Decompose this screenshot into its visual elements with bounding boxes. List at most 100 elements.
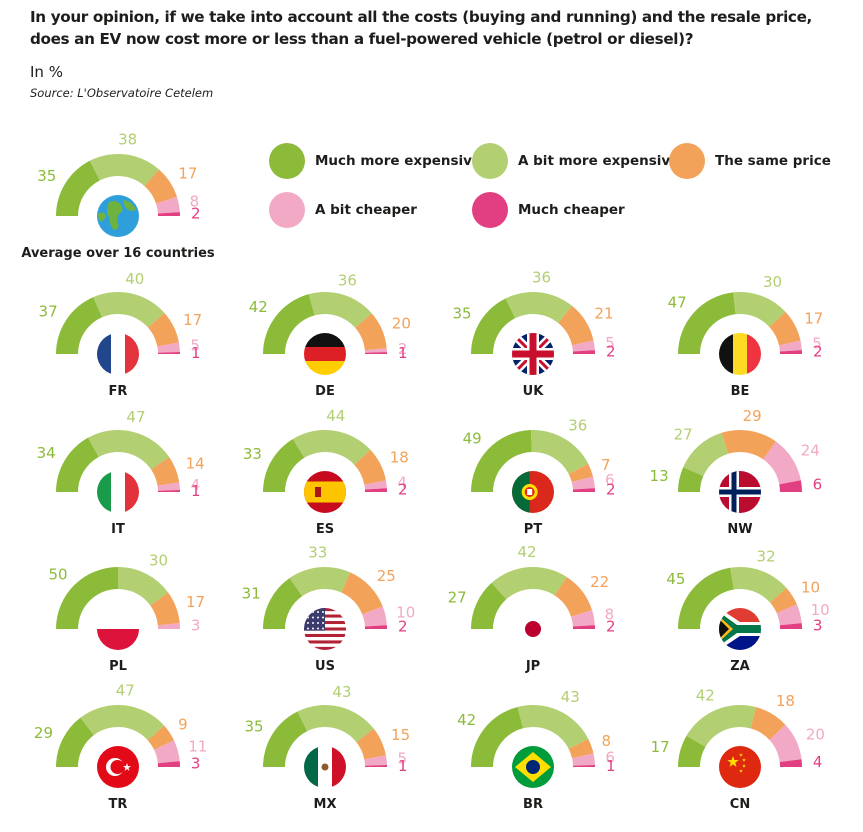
value-label-much-cheaper: 2	[606, 481, 616, 499]
gauge-segment-bit-more	[292, 430, 371, 465]
gauge-segment-bit-more	[505, 292, 573, 323]
value-label-much-cheaper: 1	[606, 757, 616, 775]
gauge-segment-bit-cheaper	[763, 441, 801, 485]
value-label-bit-cheaper: 5	[605, 334, 615, 352]
legend-swatch	[669, 143, 705, 179]
gauge-segment-bit-more	[93, 292, 165, 328]
gauge-segment-same	[150, 592, 180, 626]
value-label-bit-more: 30	[763, 273, 782, 291]
value-label-bit-cheaper: 24	[801, 441, 820, 459]
legend-item-bit-cheaper: A bit cheaper	[269, 192, 417, 228]
value-label-same: 18	[776, 692, 795, 710]
gauge-segment-bit-more	[297, 705, 374, 743]
value-label-much-more: 42	[249, 298, 268, 316]
gauge-pt: 49 36 762 PT	[463, 417, 616, 537]
gauge-segment-much-cheaper	[157, 761, 180, 767]
gauge-segment-bit-more	[118, 567, 169, 606]
gauge-segment-much-cheaper	[157, 352, 180, 354]
gauge-segment-much-more	[56, 717, 94, 767]
value-label-bit-cheaper: 5	[398, 749, 408, 767]
value-label-much-more: 17	[651, 738, 670, 756]
gauge-segment-bit-cheaper	[572, 340, 595, 352]
value-label-bit-more: 33	[308, 543, 327, 561]
gauge-segment-same	[341, 572, 383, 615]
gauge-segment-much-more	[56, 437, 99, 492]
gauge-segment-much-more	[56, 160, 100, 216]
value-label-bit-cheaper: 10	[811, 601, 830, 619]
belgium-flag	[719, 333, 761, 375]
value-label-same: 15	[391, 726, 410, 744]
value-label-bit-more: 47	[126, 408, 145, 426]
gauge-segment-much-cheaper	[572, 765, 595, 767]
gauge-jp: 27 42 22 82 JP	[448, 543, 616, 674]
value-label-much-cheaper: 3	[191, 754, 201, 772]
gauge-segment-bit-cheaper	[157, 623, 180, 629]
gauge-segment-bit-more	[88, 429, 170, 470]
gauge-segment-bit-more	[289, 567, 351, 597]
gauge-label: Average over 16 countries	[21, 246, 215, 261]
value-label-much-cheaper: 6	[813, 476, 823, 494]
gauge-segment-bit-cheaper	[769, 724, 802, 763]
gauge-segment-much-cheaper	[157, 490, 180, 492]
value-label-much-more: 37	[39, 303, 58, 321]
value-label-bit-cheaper: 8	[605, 606, 615, 624]
gauge-segment-bit-cheaper	[157, 342, 180, 353]
gauge-segment-much-more	[56, 297, 103, 354]
gauge-label: MX	[314, 797, 337, 812]
value-label-bit-cheaper: 3	[191, 616, 201, 634]
value-label-bit-more: 32	[757, 548, 776, 566]
legend-item-much-cheaper: Much cheaper	[472, 192, 625, 228]
value-label-bit-more: 36	[532, 268, 551, 286]
gauge-label: DE	[315, 384, 335, 399]
gauge-segment-same	[356, 728, 386, 760]
gauge-label: NW	[727, 522, 752, 537]
gauge-segment-bit-more	[308, 291, 372, 328]
value-label-bit-more: 43	[561, 688, 580, 706]
legend-label: Much more expensive	[315, 153, 482, 169]
value-label-much-cheaper: 2	[813, 343, 823, 361]
gauge-segment-much-cheaper	[364, 765, 387, 767]
unit-label: In %	[30, 63, 63, 81]
gauge-label: CN	[730, 797, 750, 812]
gauge-uk: 35 36 21 52 UK	[452, 268, 615, 399]
gauge-label: US	[315, 659, 335, 674]
value-label-much-more: 29	[34, 724, 53, 742]
gauge-label: FR	[109, 384, 128, 399]
brazil-flag	[512, 746, 554, 788]
value-label-same: 17	[178, 165, 197, 183]
south-africa-flag	[719, 608, 761, 650]
value-label-much-cheaper: 4	[813, 753, 823, 771]
gauge-cn: 17 42 18 20 4 CN	[651, 687, 825, 812]
japan-flag	[512, 608, 554, 650]
gauge-segment-much-cheaper	[364, 352, 387, 354]
gauge-segment-bit-more	[531, 430, 589, 474]
gauge-segment-much-more	[56, 567, 118, 629]
gauge-label: BR	[523, 797, 543, 812]
gauge-segment-bit-cheaper	[364, 480, 387, 490]
gauge-segment-much-cheaper	[779, 350, 802, 354]
value-label-bit-more: 47	[116, 681, 135, 699]
legend-swatch	[472, 143, 508, 179]
gauge-label: ZA	[730, 659, 750, 674]
value-label-bit-cheaper: 5	[191, 337, 201, 355]
globe-icon	[97, 195, 139, 237]
gauge-segment-same	[144, 169, 177, 204]
gauge-segment-bit-cheaper	[364, 348, 387, 353]
gauge-de: 42 36 20 21 DE	[249, 271, 411, 399]
gauge-segment-much-more	[471, 582, 507, 629]
gauge-fr: 37 40 17 51 FR	[39, 270, 203, 399]
value-label-bit-more: 44	[326, 407, 345, 425]
value-label-much-cheaper: 2	[606, 618, 616, 636]
gauge-segment-bit-cheaper	[157, 482, 180, 491]
legend-label: A bit cheaper	[315, 202, 417, 218]
gauge-segment-same	[568, 738, 594, 759]
value-label-much-cheaper: 1	[191, 482, 201, 500]
gauge-label: IT	[111, 522, 125, 537]
value-label-same: 17	[186, 593, 205, 611]
gauge-segment-bit-cheaper	[364, 755, 387, 766]
legend-item-much-more-expensive: Much more expensive	[269, 143, 481, 179]
value-label-same: 17	[804, 309, 823, 327]
value-label-much-cheaper: 3	[813, 616, 823, 634]
